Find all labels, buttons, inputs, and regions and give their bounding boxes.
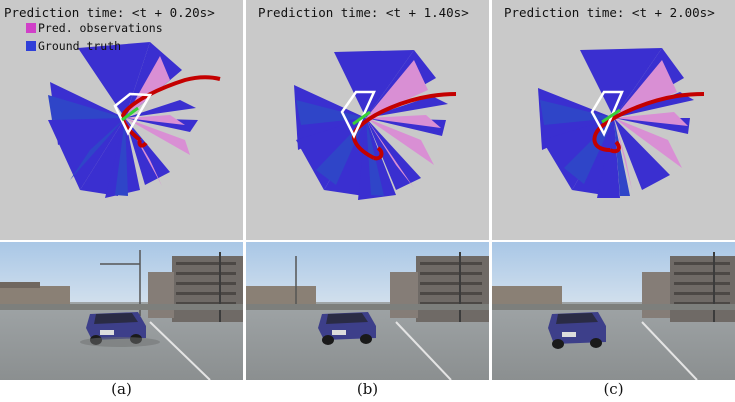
caption-b: (b) [356,380,379,398]
panel-a: Prediction time: <t + 0.20s> Pred. obser… [0,0,243,380]
camera-photo-a [0,242,243,380]
sector-plot-c [538,48,705,198]
panel-c: Prediction time: <t + 2.00s> [492,0,735,380]
street-scene-image [246,242,489,380]
sector-plot-b [294,50,457,200]
panel-b: Prediction time: <t + 1.40s> [246,0,489,380]
street-scene-image [492,242,735,380]
legend-label: Ground truth [38,39,122,53]
camera-photo-b [246,242,489,380]
camera-photo-c [492,242,735,380]
legend-label: Pred. observations [38,21,163,35]
legend-item-gt: Ground truth [26,37,163,55]
street-scene-image [0,242,243,380]
prediction-plot-a: Prediction time: <t + 0.20s> Pred. obser… [0,0,243,240]
plot-title: Prediction time: <t + 1.40s> [258,5,469,20]
gt-swatch-icon [26,41,36,51]
legend: Pred. observations Ground truth [26,19,163,55]
pred-swatch-icon [26,23,36,33]
plot-title: Prediction time: <t + 0.20s> [4,5,215,20]
sector-plot-a [48,42,221,198]
plot-title: Prediction time: <t + 2.00s> [504,5,715,20]
prediction-plot-b: Prediction time: <t + 1.40s> [246,0,489,240]
caption-c: (c) [603,380,624,398]
caption-a: (a) [111,380,132,398]
legend-item-pred: Pred. observations [26,19,163,37]
prediction-plot-c: Prediction time: <t + 2.00s> [492,0,735,240]
